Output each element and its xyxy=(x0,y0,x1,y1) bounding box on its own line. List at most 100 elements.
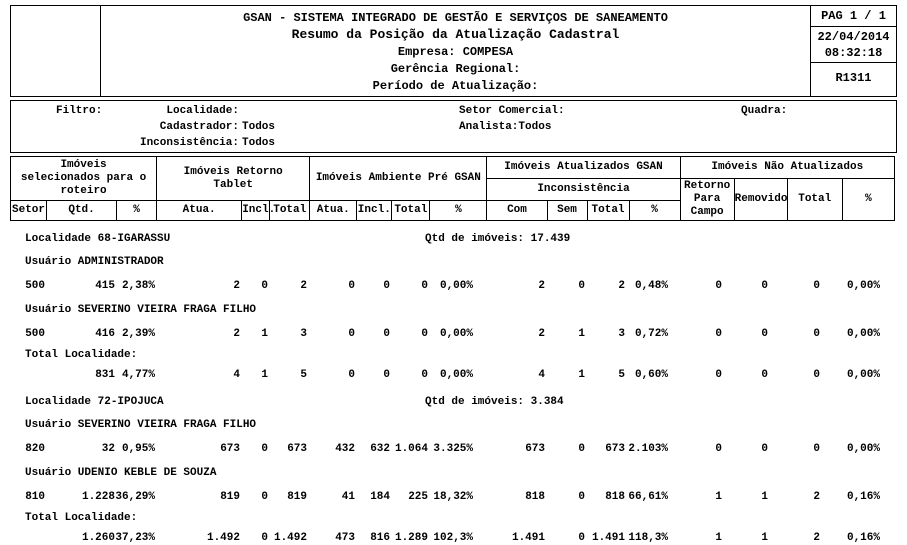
report-row-data: 500 415 2,38% 2 0 2 0 0 0 0,00% 2 0 2 0,48% 0 0 0 0,00% xyxy=(10,274,897,298)
data-cell: 0 xyxy=(813,443,820,455)
data-cell: 184 xyxy=(370,491,390,503)
data-cell: 1.492 xyxy=(206,532,240,544)
data-cell: 1.492 xyxy=(273,532,307,544)
data-cell: 1 xyxy=(761,491,768,503)
data-cell: 818 xyxy=(605,491,625,503)
data-cell: 2 xyxy=(813,532,820,544)
data-cell: 0,00% xyxy=(846,443,880,455)
data-cell: 0 xyxy=(578,491,585,503)
data-cell: 5 xyxy=(618,369,625,381)
data-cell: 0,16% xyxy=(846,491,880,503)
data-cell: 2 xyxy=(233,280,240,292)
col-header-com: Com xyxy=(486,200,548,221)
data-cell: 0 xyxy=(348,280,355,292)
data-cell: 0 xyxy=(578,443,585,455)
col-header-incl-pre-gsan: Incl. xyxy=(356,200,393,221)
data-cell: 3.325% xyxy=(433,443,473,455)
quadra-label: Quadra: xyxy=(741,105,788,117)
col-header-incl-tablet: Incl. xyxy=(241,200,275,221)
data-cell: 0,95% xyxy=(121,443,155,455)
data-cell: 118,3% xyxy=(628,532,668,544)
localidade-label: Localidade 68-IGARASSU xyxy=(25,233,171,245)
inconsistencia-value: Todos xyxy=(242,137,276,149)
data-cell: 416 xyxy=(95,328,115,340)
report-row-usuario: Usuário ADMINISTRADOR xyxy=(10,250,897,274)
report-row-data: 500 416 2,39% 2 1 3 0 0 0 0,00% 2 1 3 0,72% 0 0 0 0,00% xyxy=(10,322,897,346)
data-cell: 500 xyxy=(25,280,45,292)
data-cell: 673 xyxy=(287,443,307,455)
data-cell: 0,00% xyxy=(439,369,473,381)
report-code: R1311 xyxy=(835,71,872,85)
data-cell: 0 xyxy=(715,369,722,381)
data-cell: 4 xyxy=(233,369,240,381)
page-number: PAG 1 / 1 xyxy=(811,6,896,27)
data-cell: 432 xyxy=(335,443,355,455)
data-cell: 0 xyxy=(715,280,722,292)
data-cell: 0,48% xyxy=(634,280,668,292)
data-cell: 1 xyxy=(578,328,585,340)
col-header-total-gsan: Total xyxy=(586,200,630,221)
data-cell: 0,00% xyxy=(439,328,473,340)
filter-row-3: Inconsistência: Todos xyxy=(11,135,896,151)
data-cell: 1.491 xyxy=(591,532,625,544)
data-cell: 0,00% xyxy=(846,280,880,292)
empresa-label: Empresa: xyxy=(397,45,456,59)
data-cell: 0 xyxy=(578,532,585,544)
data-cell: 1.491 xyxy=(511,532,545,544)
data-cell: 2.103% xyxy=(628,443,668,455)
report-row-localidade: Localidade 72-IPOJUCA Qtd de imóveis: 3.3… xyxy=(10,391,897,413)
data-cell: 0 xyxy=(261,280,268,292)
data-cell: 41 xyxy=(341,491,355,503)
data-cell: 0,16% xyxy=(846,532,880,544)
col-header-pct-nao-atualizados: % xyxy=(841,178,896,221)
col-header-setor: Setor xyxy=(9,200,48,221)
report-row-data: 810 1.228 36,29% 819 0 819 41 184 225 18,32% 818 0 8… xyxy=(10,485,897,509)
data-cell: 1 xyxy=(578,369,585,381)
data-cell: 2 xyxy=(813,491,820,503)
filter-row-2: Cadastrador: Todos Analista:Todos xyxy=(11,119,896,135)
analista-value: Todos xyxy=(518,121,552,133)
empresa-value: COMPESA xyxy=(462,45,514,59)
data-cell: 0 xyxy=(261,532,268,544)
data-cell: 1.064 xyxy=(394,443,428,455)
col-header-sem: Sem xyxy=(546,200,588,221)
col-subgroup-inconsistencia: Inconsistência xyxy=(486,178,681,201)
header-right: PAG 1 / 1 22/04/2014 08:32:18 R1311 xyxy=(810,6,896,96)
total-label: Total Localidade: xyxy=(25,349,138,361)
qtd-imoveis: Qtd de imóveis: 17.439 xyxy=(425,233,571,245)
data-cell: 0 xyxy=(813,328,820,340)
data-cell: 0 xyxy=(261,491,268,503)
data-cell: 0,72% xyxy=(634,328,668,340)
qtd-imoveis: Qtd de imóveis: 3.384 xyxy=(425,396,564,408)
usuario-label: Usuário ADMINISTRADOR xyxy=(25,256,164,268)
data-cell: 1 xyxy=(715,491,722,503)
header-center: GSAN - SISTEMA INTEGRADO DE GESTÃO E SER… xyxy=(101,6,810,96)
report-row-total: Total Localidade: xyxy=(10,346,897,365)
data-cell: 816 xyxy=(370,532,390,544)
report-body: Localidade 68-IGARASSU Qtd de imóveis: 17… xyxy=(10,222,897,545)
data-cell: 0 xyxy=(421,280,428,292)
data-cell: 0,60% xyxy=(634,369,668,381)
report-row-usuario: Usuário UDENIO KEBLE DE SOUZA xyxy=(10,461,897,485)
data-cell: 66,61% xyxy=(628,491,668,503)
data-cell: 0 xyxy=(761,328,768,340)
datetime-cell: 22/04/2014 08:32:18 xyxy=(811,27,896,63)
data-cell: 2 xyxy=(538,328,545,340)
data-cell: 0 xyxy=(761,280,768,292)
data-cell: 0 xyxy=(761,369,768,381)
data-cell: 673 xyxy=(605,443,625,455)
col-group-nao-atualizados: Imóveis Não Atualizados xyxy=(679,156,896,179)
col-header-atua-pre-gsan: Atua. xyxy=(309,200,358,221)
data-cell: 32 xyxy=(101,443,115,455)
col-header-total-tablet: Total xyxy=(269,200,311,221)
data-cell: 225 xyxy=(408,491,428,503)
localidade-label: Localidade: xyxy=(166,105,239,117)
data-cell: 0 xyxy=(383,280,390,292)
col-header-removido: Removido xyxy=(733,178,788,221)
data-cell: 819 xyxy=(220,491,240,503)
report-row-localidade: Localidade 68-IGARASSU Qtd de imóveis: 17… xyxy=(10,228,897,250)
data-cell: 632 xyxy=(370,443,390,455)
data-cell: 0 xyxy=(813,369,820,381)
total-label: Total Localidade: xyxy=(25,512,138,524)
data-cell: 0 xyxy=(261,443,268,455)
